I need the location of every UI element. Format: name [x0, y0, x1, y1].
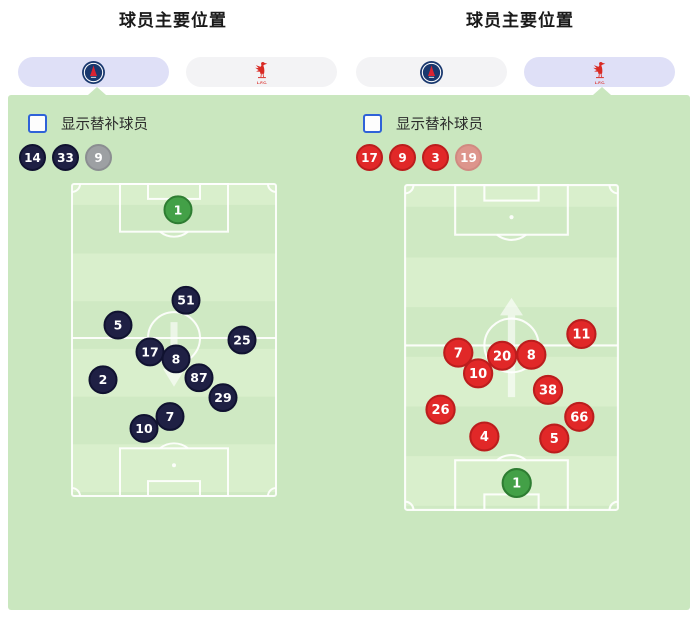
player-marker[interactable]: 10 — [462, 358, 494, 389]
psg-crest-icon — [420, 60, 443, 84]
player-marker[interactable]: 17 — [135, 337, 165, 367]
svg-text:10: 10 — [469, 367, 487, 382]
psg-crest-icon — [82, 60, 105, 84]
svg-text:51: 51 — [177, 293, 194, 308]
pitch-liverpool: 11 7 20 8 10 38 26 66 4 5 1 — [404, 184, 619, 511]
svg-text:38: 38 — [539, 384, 557, 399]
player-marker[interactable]: 5 — [539, 423, 570, 454]
player-marker[interactable]: 7 — [443, 337, 474, 368]
page-title-left: 球员主要位置 — [119, 11, 227, 30]
show-subs-checkbox[interactable] — [363, 113, 382, 133]
svg-text:25: 25 — [233, 333, 250, 348]
player-marker[interactable]: 8 — [516, 339, 547, 370]
tab-psg[interactable] — [18, 57, 169, 87]
tab-liverpool[interactable]: L.F.C. — [186, 57, 337, 87]
player-marker[interactable]: 10 — [129, 414, 159, 443]
player-marker-goalkeeper[interactable]: 1 — [163, 195, 193, 225]
player-marker[interactable]: 8 — [161, 344, 191, 374]
svg-text:8: 8 — [527, 348, 536, 363]
lfc-crest-text: L.F.C. — [595, 79, 605, 84]
selected-tab-notch-left — [88, 87, 106, 95]
svg-text:2: 2 — [99, 372, 108, 387]
svg-text:11: 11 — [572, 328, 590, 343]
svg-text:4: 4 — [480, 430, 489, 445]
svg-text:29: 29 — [214, 390, 231, 405]
show-subs-row-left: 显示替补球员 — [28, 113, 148, 133]
player-marker[interactable]: 51 — [171, 285, 201, 315]
substitute-badge[interactable]: 33 — [52, 144, 79, 171]
player-marker[interactable]: 4 — [469, 421, 500, 452]
players-layer: 11 7 20 8 10 38 26 66 4 5 1 — [425, 319, 597, 499]
svg-text:5: 5 — [114, 318, 123, 333]
svg-text:87: 87 — [190, 370, 207, 385]
show-subs-label: 显示替补球员 — [396, 116, 483, 133]
svg-text:7: 7 — [454, 346, 463, 361]
svg-text:7: 7 — [166, 409, 175, 424]
team-tabs-left: L.F.C. — [18, 57, 337, 87]
show-subs-checkbox[interactable] — [28, 113, 47, 133]
substitute-badge[interactable]: 14 — [19, 144, 46, 171]
substitutes-row-left: 14 33 9 — [19, 144, 112, 171]
player-marker-goalkeeper[interactable]: 1 — [501, 468, 532, 499]
player-marker[interactable]: 2 — [88, 365, 118, 395]
substitute-badge[interactable]: 19 — [455, 144, 482, 171]
liverpool-crest-icon: L.F.C. — [593, 61, 606, 84]
svg-text:66: 66 — [570, 411, 588, 426]
svg-text:26: 26 — [431, 403, 449, 418]
tab-psg[interactable] — [356, 57, 507, 87]
svg-text:20: 20 — [493, 349, 511, 364]
player-marker[interactable]: 87 — [184, 363, 214, 393]
tab-liverpool[interactable]: L.F.C. — [524, 57, 675, 87]
substitute-badge[interactable]: 3 — [422, 144, 449, 171]
liverpool-crest-icon: L.F.C. — [255, 61, 268, 84]
player-marker[interactable]: 5 — [103, 310, 133, 340]
player-marker[interactable]: 38 — [532, 374, 564, 405]
team-tabs-right: L.F.C. — [356, 57, 675, 87]
substitute-badge[interactable]: 9 — [389, 144, 416, 171]
substitute-badge[interactable]: 17 — [356, 144, 383, 171]
player-marker[interactable]: 20 — [486, 340, 518, 371]
players-layer: 1 51 5 25 17 8 2 87 29 7 10 — [88, 195, 257, 443]
substitutes-row-right: 17 9 3 19 — [356, 144, 482, 171]
pitch-psg: 1 51 5 25 17 8 2 87 29 7 10 — [71, 182, 277, 498]
player-marker[interactable]: 25 — [227, 325, 257, 355]
svg-text:10: 10 — [135, 421, 153, 436]
player-marker[interactable]: 26 — [425, 394, 456, 425]
player-marker[interactable]: 29 — [208, 383, 238, 413]
show-subs-row-right: 显示替补球员 — [363, 113, 483, 133]
lfc-crest-text: L.F.C. — [257, 79, 267, 84]
selected-tab-notch-right — [593, 87, 611, 95]
substitute-badge[interactable]: 9 — [85, 144, 112, 171]
show-subs-label: 显示替补球员 — [61, 116, 148, 133]
page-title-right: 球员主要位置 — [466, 11, 574, 30]
player-marker[interactable]: 66 — [564, 401, 595, 432]
player-marker[interactable]: 7 — [155, 402, 185, 431]
svg-text:1: 1 — [512, 477, 521, 492]
player-marker[interactable]: 11 — [566, 319, 597, 350]
svg-text:17: 17 — [141, 344, 158, 359]
svg-text:8: 8 — [172, 351, 181, 366]
svg-text:5: 5 — [550, 432, 559, 447]
svg-text:1: 1 — [174, 202, 183, 217]
